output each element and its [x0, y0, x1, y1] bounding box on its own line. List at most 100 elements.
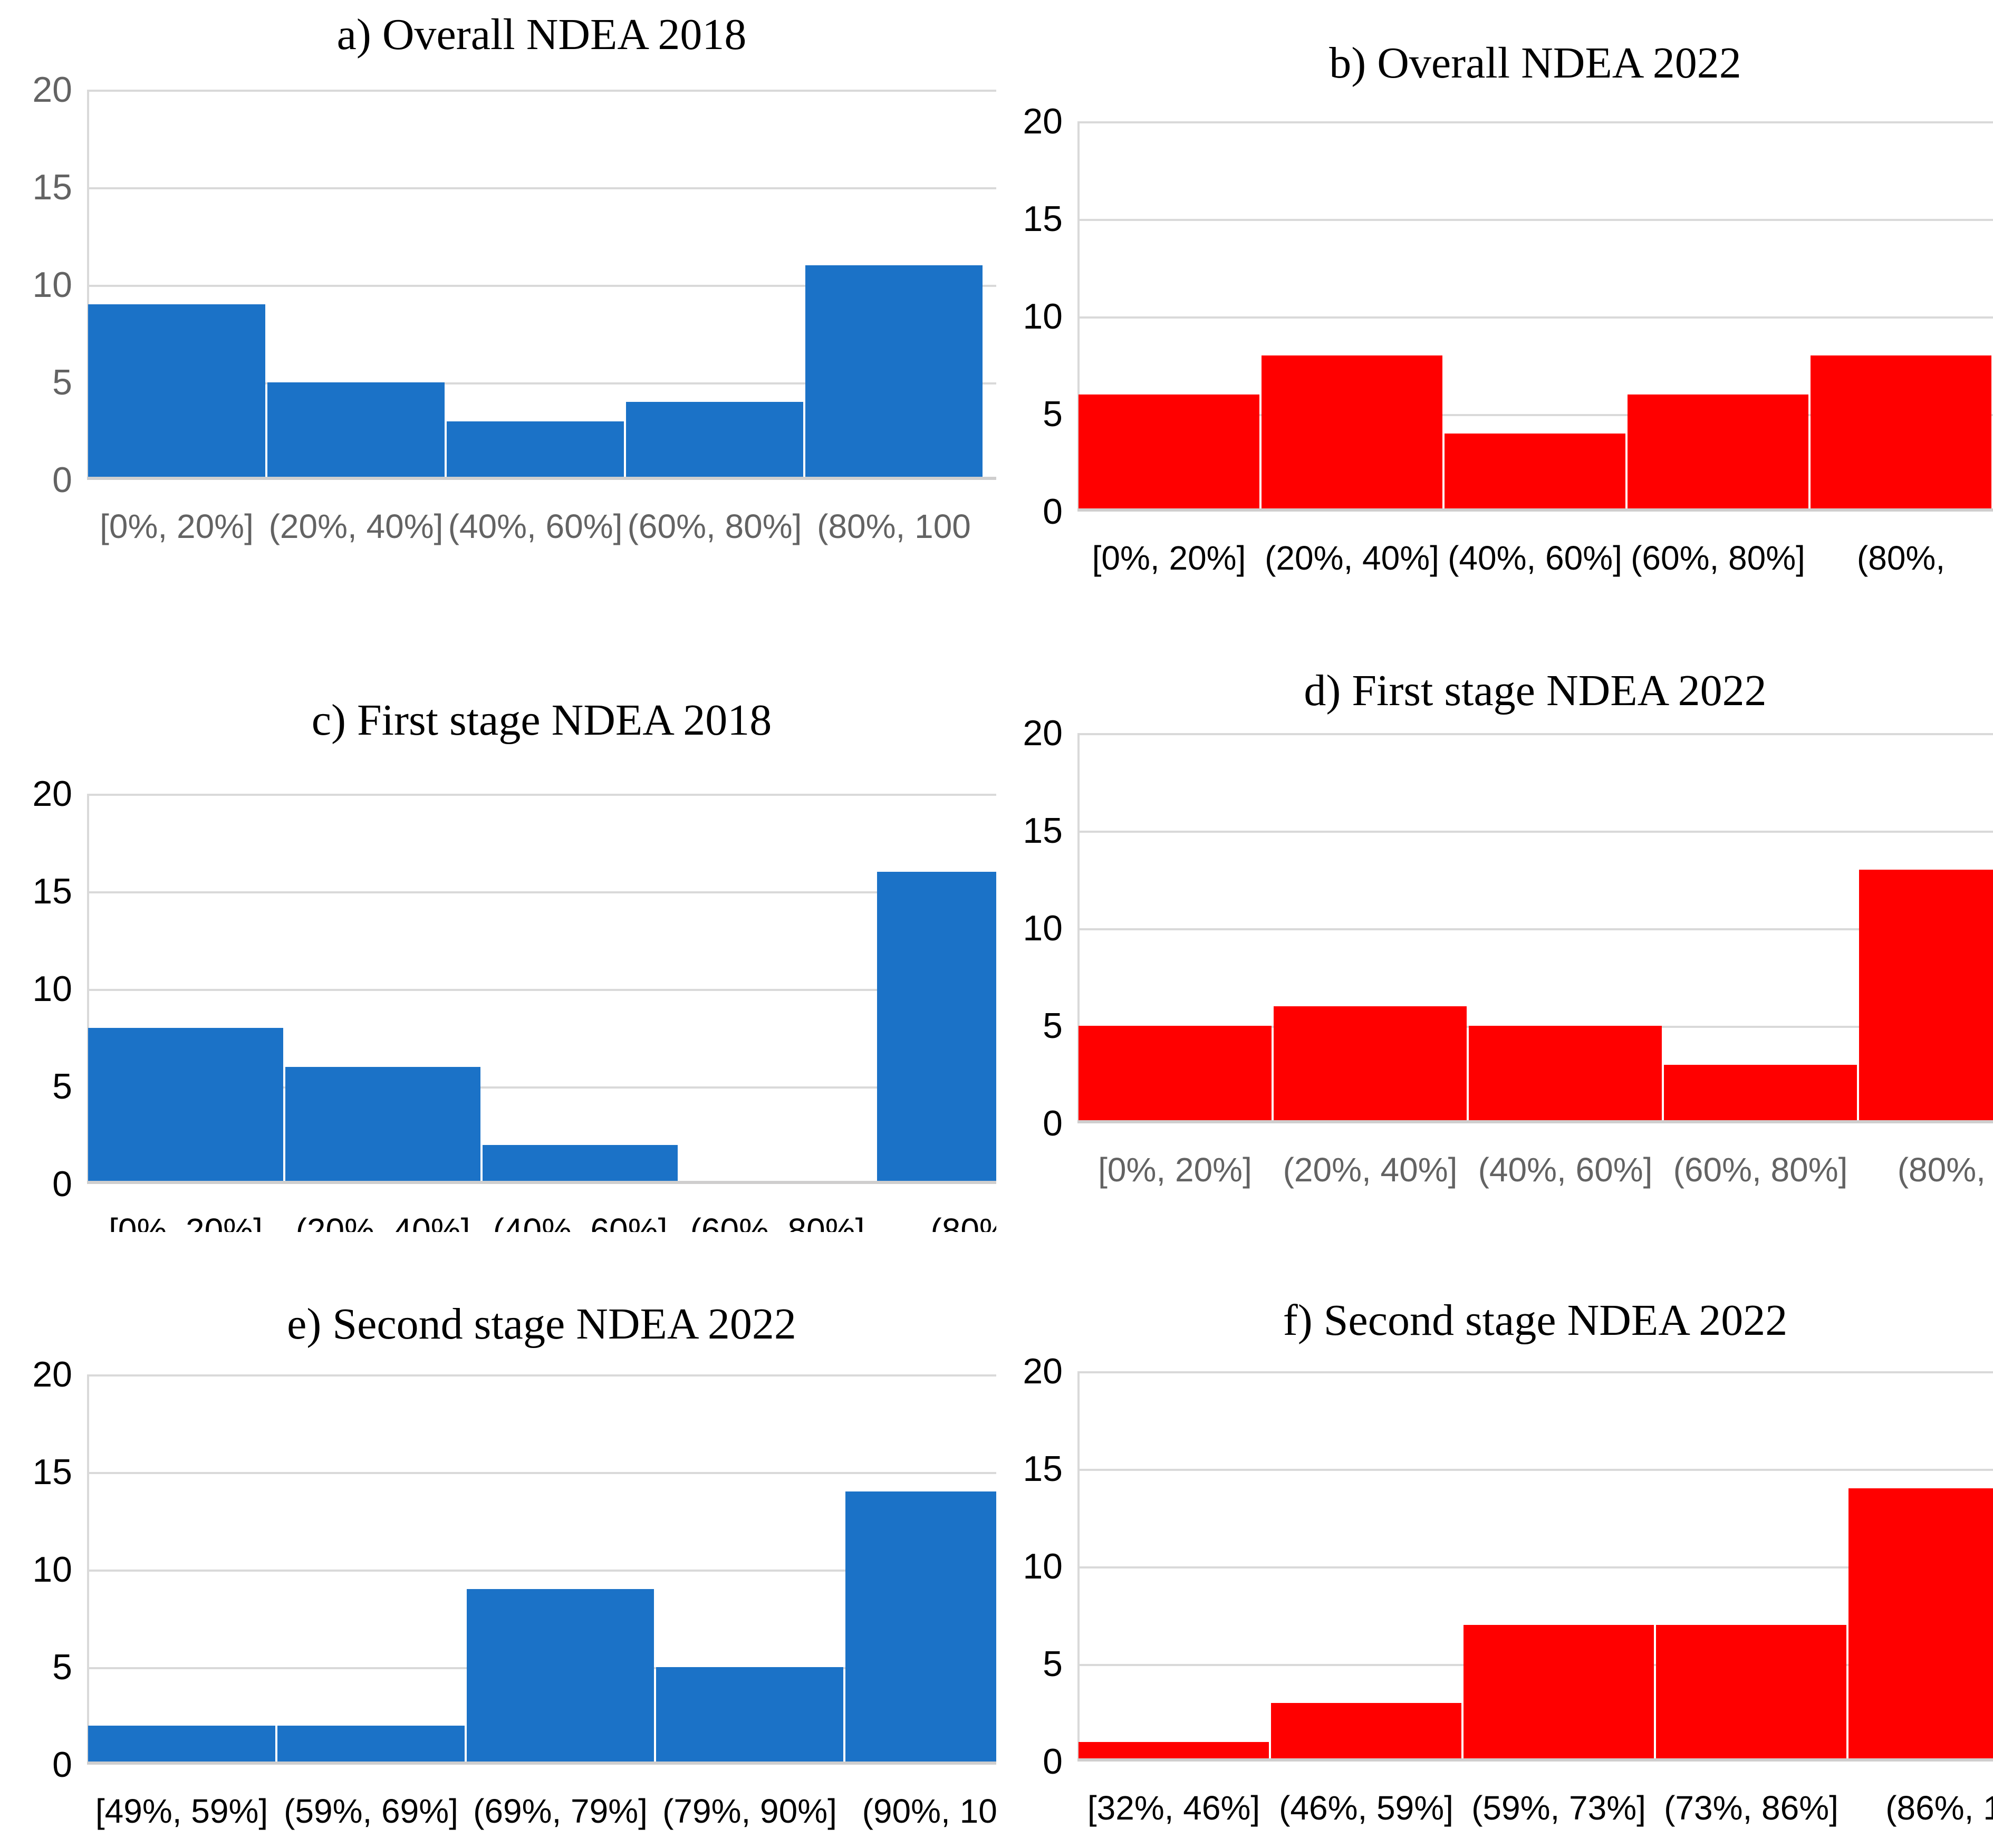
- gridline: [1077, 1371, 1993, 1373]
- y-tick-label: 0: [1043, 1103, 1063, 1143]
- x-tick-label: [0%, 20%]: [100, 507, 254, 545]
- y-axis-line: [1077, 733, 1080, 1123]
- y-tick-label: 20: [32, 774, 72, 814]
- gridline: [87, 187, 996, 189]
- gridline: [1077, 219, 1993, 221]
- bar: [845, 1491, 996, 1765]
- x-axis-line: [87, 1181, 996, 1184]
- y-tick-label: 15: [1023, 811, 1063, 851]
- x-tick-label: (59%, 69%]: [284, 1792, 458, 1830]
- y-axis-line: [87, 794, 89, 1184]
- chart-panel-a-overall-ndea-2018: a) Overall NDEA 2018 20 15 10 5 0 [0%, 20%] (2…: [0, 0, 996, 616]
- chart-title: d) First stage NDEA 2022: [1304, 666, 1767, 715]
- x-tick-label: [32%, 46%]: [1087, 1789, 1260, 1827]
- x-tick-label: [0%, 20%]: [1098, 1151, 1252, 1189]
- bar: [1664, 1065, 1857, 1123]
- y-tick-label: 0: [52, 460, 72, 500]
- bar: [483, 1145, 678, 1184]
- plot-area: [1077, 121, 1993, 512]
- y-tick-label: 20: [1023, 101, 1063, 141]
- x-tick-label: (79%, 90%]: [662, 1792, 837, 1830]
- x-axis-line: [1077, 1758, 1993, 1762]
- x-tick-label: (40%, 60%]: [493, 1211, 668, 1232]
- y-tick-label: 20: [1023, 1351, 1063, 1391]
- y-tick-label: 10: [32, 969, 72, 1009]
- bar: [1274, 1006, 1467, 1123]
- y-tick-label: 5: [52, 362, 72, 402]
- gridline: [87, 891, 996, 893]
- gridline: [87, 382, 996, 384]
- bar: [656, 1667, 843, 1765]
- chart-title: c) First stage NDEA 2018: [311, 696, 772, 745]
- gridline: [87, 1374, 996, 1377]
- bar: [1079, 394, 1259, 512]
- plot-area: [1077, 1371, 1993, 1762]
- y-tick-label: 0: [52, 1745, 72, 1785]
- x-axis-line: [1077, 508, 1993, 512]
- bar: [1079, 1742, 1269, 1762]
- bar: [1848, 1488, 1993, 1762]
- x-tick-label: (60%, 80%]: [690, 1211, 865, 1232]
- y-axis-line: [1077, 121, 1080, 512]
- y-tick-label: 15: [1023, 1449, 1063, 1489]
- gridline: [87, 1570, 996, 1572]
- x-tick-label: (69%, 79%]: [473, 1792, 648, 1830]
- gridline: [87, 1472, 996, 1474]
- x-tick-label: (90%, 100: [862, 1792, 996, 1830]
- bar: [285, 1067, 480, 1184]
- x-tick-label: (73%, 86%]: [1664, 1789, 1838, 1827]
- y-tick-label: 0: [1043, 492, 1063, 532]
- bar: [88, 1726, 275, 1765]
- bar: [805, 265, 983, 480]
- x-tick-label: (40%, 60%]: [1448, 539, 1622, 577]
- y-tick-label: 15: [32, 1452, 72, 1492]
- plot-area: [1077, 733, 1993, 1123]
- chart-title: f) Second stage NDEA 2022: [1283, 1296, 1788, 1345]
- gridline: [87, 90, 996, 92]
- y-tick-label: 5: [1043, 1006, 1063, 1046]
- gridline: [1077, 831, 1993, 833]
- gridline: [1077, 414, 1993, 416]
- gridline: [87, 794, 996, 796]
- x-tick-label: (40%, 60%]: [448, 507, 623, 545]
- y-tick-label: 20: [32, 70, 72, 110]
- x-tick-label: (60%, 80%]: [627, 507, 802, 545]
- y-tick-label: 15: [32, 871, 72, 911]
- y-axis-line: [87, 1374, 89, 1765]
- bar: [1656, 1625, 1846, 1762]
- y-tick-label: 10: [1023, 296, 1063, 336]
- gridline: [87, 285, 996, 287]
- plot-area: [87, 794, 996, 1184]
- y-tick-label: 0: [1043, 1741, 1063, 1782]
- bar: [1469, 1026, 1662, 1123]
- x-tick-label: (59%, 73%]: [1471, 1789, 1646, 1827]
- y-tick-label: 10: [32, 265, 72, 305]
- bar: [277, 1726, 465, 1765]
- bar: [877, 872, 996, 1184]
- chart-panel-d-first-stage-ndea-2022: d) First stage NDEA 2022 20 15 10 5 0 [0%, 20…: [996, 616, 1993, 1232]
- gridline: [1077, 733, 1993, 735]
- y-tick-label: 20: [32, 1354, 72, 1394]
- bar: [626, 402, 803, 480]
- gridline: [1077, 316, 1993, 319]
- y-tick-label: 5: [52, 1066, 72, 1106]
- bar: [467, 1589, 654, 1765]
- plot-area: [87, 90, 996, 480]
- y-tick-label: 15: [32, 167, 72, 207]
- x-tick-label: (86%, 1: [1885, 1789, 1993, 1827]
- y-tick-label: 10: [1023, 908, 1063, 948]
- bar: [88, 1028, 283, 1184]
- y-tick-label: 5: [1043, 1644, 1063, 1684]
- x-tick-label: (20%, 40%]: [1283, 1151, 1458, 1189]
- bar: [1079, 1026, 1272, 1123]
- y-tick-label: 20: [1023, 713, 1063, 753]
- y-axis-line: [87, 90, 89, 480]
- chart-panel-e-second-stage-ndea-2022: e) Second stage NDEA 2022 20 15 10 5 0 [49%, …: [0, 1232, 996, 1848]
- chart-title: e) Second stage NDEA 2022: [287, 1300, 796, 1349]
- y-tick-label: 10: [32, 1549, 72, 1590]
- chart-panel-f-second-stage-ndea-2022: f) Second stage NDEA 2022 20 15 10 5 0 [32%, …: [996, 1232, 1993, 1848]
- y-tick-label: 10: [1023, 1546, 1063, 1586]
- gridline: [87, 1086, 996, 1089]
- bar: [1464, 1625, 1654, 1762]
- bar: [447, 421, 624, 480]
